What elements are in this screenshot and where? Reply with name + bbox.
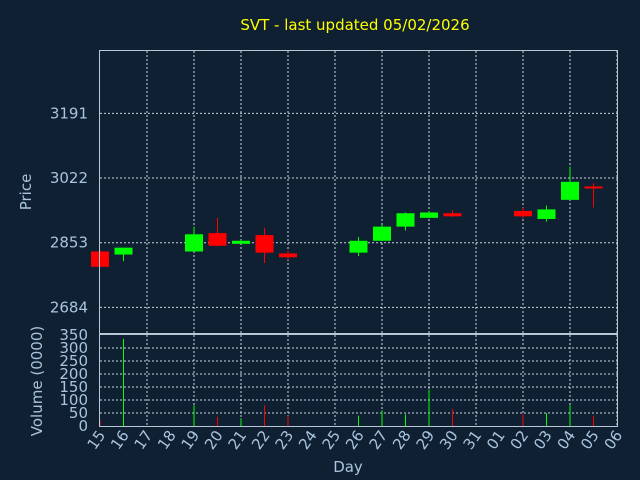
volume-tick-label: 0 bbox=[78, 417, 88, 435]
x-tick-label: 06 bbox=[601, 427, 627, 453]
volume-bars bbox=[99, 338, 594, 426]
candle-02 bbox=[514, 207, 532, 219]
x-tick-label: 22 bbox=[248, 427, 274, 453]
price-panel-frame bbox=[99, 50, 618, 334]
x-tick-label: 01 bbox=[483, 427, 509, 453]
candle-19 bbox=[185, 226, 203, 252]
candle-body bbox=[420, 212, 438, 218]
x-tick-label: 20 bbox=[201, 427, 227, 453]
x-tick-label: 25 bbox=[319, 427, 345, 453]
candle-26 bbox=[349, 236, 368, 257]
volume-tick-label: 250 bbox=[59, 352, 88, 370]
candle-04 bbox=[561, 166, 579, 200]
volume-panel-grid bbox=[100, 335, 618, 426]
price-tick-label: 2853 bbox=[50, 234, 88, 252]
price-tick-label: 3191 bbox=[50, 104, 88, 122]
candle-body bbox=[279, 253, 297, 258]
price-tick-label: 2684 bbox=[50, 298, 88, 316]
x-tick-label: 24 bbox=[295, 427, 321, 453]
price-y-ticks: 2684 2853 3022 3191 bbox=[50, 104, 88, 316]
x-tick-label: 17 bbox=[131, 427, 157, 453]
candle-22 bbox=[255, 227, 274, 263]
x-tick-label: 05 bbox=[577, 427, 603, 453]
volume-tick-label: 300 bbox=[59, 339, 88, 357]
x-tick-label: 23 bbox=[272, 427, 298, 453]
x-tick-label: 31 bbox=[460, 427, 486, 453]
volume-axis-label: Volume (0000) bbox=[28, 326, 46, 436]
candle-body bbox=[537, 209, 556, 219]
x-tick-label: 18 bbox=[154, 427, 180, 453]
candle-20 bbox=[208, 217, 227, 247]
candle-body bbox=[396, 213, 415, 227]
candle-16 bbox=[114, 247, 133, 262]
x-axis-ticks: 1516171819202122232425262728293031010203… bbox=[84, 427, 627, 453]
x-tick-label: 03 bbox=[530, 427, 556, 453]
x-tick-label: 16 bbox=[107, 427, 133, 453]
candle-body bbox=[349, 240, 368, 253]
candle-body bbox=[208, 233, 227, 246]
candle-30 bbox=[443, 210, 462, 218]
candle-21 bbox=[232, 240, 250, 244]
price-panel-grid bbox=[100, 51, 618, 333]
x-tick-label: 30 bbox=[436, 427, 462, 453]
volume-tick-label: 350 bbox=[59, 326, 88, 344]
candle-body bbox=[185, 234, 203, 252]
candle-body bbox=[373, 226, 391, 241]
candle-03 bbox=[537, 205, 556, 222]
chart-title: SVT - last updated 05/02/2026 bbox=[240, 16, 469, 34]
candle-body bbox=[443, 213, 462, 217]
candle-body bbox=[561, 181, 579, 200]
x-tick-label: 29 bbox=[413, 427, 439, 453]
candle-29 bbox=[420, 211, 438, 218]
price-candles bbox=[91, 166, 603, 267]
candle-body bbox=[255, 235, 274, 253]
volume-panel-frame bbox=[99, 334, 618, 427]
x-tick-label: 02 bbox=[507, 427, 533, 453]
price-axis-label: Price bbox=[17, 174, 35, 211]
candle-body bbox=[584, 186, 603, 189]
candle-body bbox=[114, 247, 133, 255]
x-tick-label: 27 bbox=[366, 427, 392, 453]
candle-body bbox=[232, 240, 250, 244]
candle-body bbox=[514, 210, 532, 217]
volume-tick-label: 100 bbox=[59, 391, 88, 409]
x-tick-label: 28 bbox=[389, 427, 415, 453]
price-tick-label: 3022 bbox=[50, 169, 88, 187]
volume-tick-label: 150 bbox=[59, 378, 88, 396]
candle-05 bbox=[584, 183, 603, 208]
x-tick-label: 04 bbox=[554, 427, 580, 453]
x-tick-label: 21 bbox=[225, 427, 251, 453]
volume-tick-label: 200 bbox=[59, 365, 88, 383]
candle-23 bbox=[279, 250, 297, 260]
volume-tick-label: 50 bbox=[69, 404, 88, 422]
x-tick-label: 26 bbox=[342, 427, 368, 453]
x-axis-label: Day bbox=[333, 458, 363, 476]
x-tick-label: 19 bbox=[178, 427, 204, 453]
candle-27 bbox=[373, 224, 391, 241]
candle-28 bbox=[396, 212, 415, 231]
